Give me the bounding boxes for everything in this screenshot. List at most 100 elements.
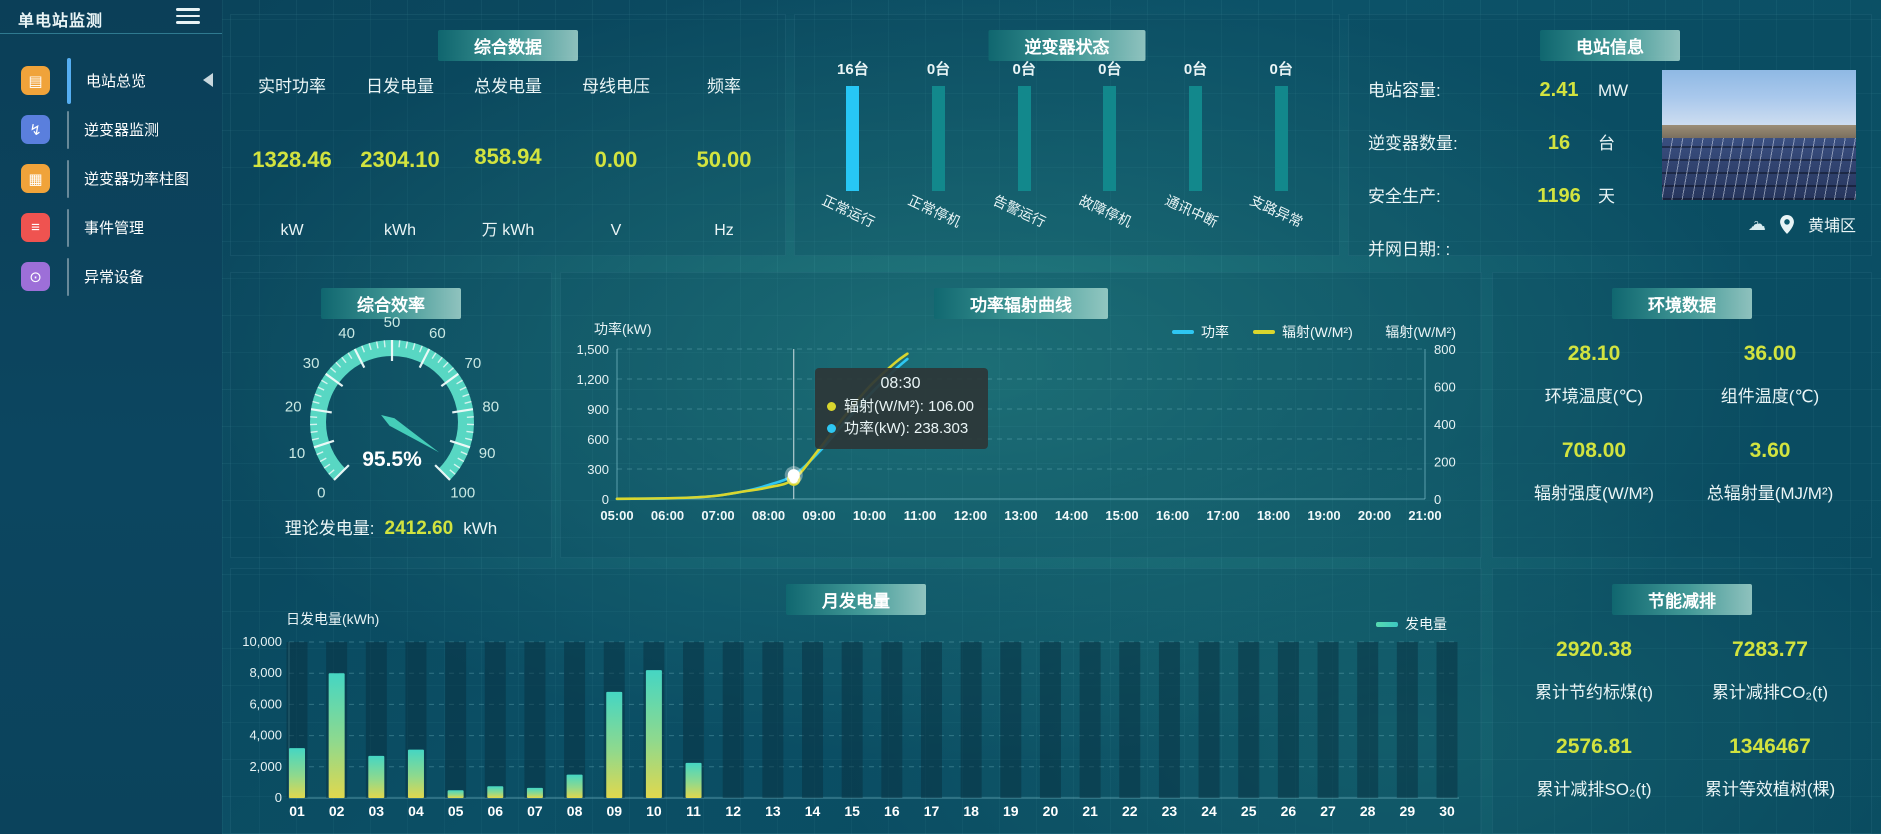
svg-text:90: 90 (479, 445, 496, 462)
svg-text:60: 60 (429, 325, 446, 342)
legend-swatch (1376, 621, 1398, 627)
station-row-label: 电站容量: (1368, 81, 1441, 100)
legend-swatch (1172, 330, 1194, 334)
efficiency-gauge-chart[interactable]: 0 10 20 30 40 50 60 70 80 90 100 95.5% (230, 272, 552, 558)
svg-text:28: 28 (1360, 803, 1376, 819)
monthly-legend: 发电量 (1376, 614, 1447, 634)
env-metric-ambient-temperature: 28.10 环境温度(℃) (1506, 328, 1682, 417)
legend-item-power[interactable]: 功率 (1172, 322, 1229, 342)
svg-text:50: 50 (384, 314, 401, 331)
svg-text:0: 0 (275, 790, 282, 805)
svg-text:21:00: 21:00 (1408, 508, 1441, 523)
sidebar-collapse-arrow[interactable] (203, 73, 213, 87)
svg-text:70: 70 (465, 355, 482, 372)
station-row-label: 逆变器数量: (1368, 134, 1458, 153)
abnormal-device-icon: ⊙ (21, 262, 50, 291)
metric-value: 1328.46 (252, 146, 332, 172)
panel-monthly-energy: 月发电量 0 2,000 4,000 6,000 8,000 10,000 日发电量(kWh… (230, 568, 1482, 834)
sidebar-item-station-overview[interactable]: ▤ 电站总览 (0, 56, 222, 105)
location-pin-icon (1780, 214, 1794, 234)
chart-tooltip: 08:30 辐射(W/M²): 106.00 功率(kW): 238.303 (815, 368, 989, 449)
panel-station-info: 电站信息 电站容量: 2.41 MW 逆变器数量: 16 台安全生产: 1196 天并网日期:… (1348, 14, 1872, 259)
weather-cloud-icon[interactable]: ☁? (1747, 214, 1766, 234)
inverter-state-bar (1189, 86, 1203, 191)
legend-name: 发电量 (1405, 616, 1447, 632)
sidebar-item-inverter-power-bars[interactable]: ▦ 逆变器功率柱图 (0, 154, 222, 203)
metric-unit: V (610, 222, 622, 239)
svg-text:06: 06 (487, 803, 503, 819)
legend-name: 功率 (1201, 324, 1229, 340)
svg-text:40: 40 (338, 325, 355, 342)
power-radiation-chart[interactable]: 0 300 600 900 1,200 1,500 0 200 400 600 800 05:00 06… (560, 272, 1482, 558)
env-metric-module-temperature: 36.00 组件温度(℃) (1682, 328, 1858, 417)
svg-text:18:00: 18:00 (1257, 508, 1290, 523)
svg-text:0: 0 (602, 492, 609, 507)
panel-title: 节能减排 (1612, 584, 1752, 615)
metric-value: 858.94 (474, 143, 542, 169)
svg-text:日发电量(kWh): 日发电量(kWh) (286, 611, 379, 627)
inverter-state-bar (932, 86, 945, 191)
metric-label: 总辐射量(MJ/M²) (1706, 484, 1834, 503)
inverter-state-normal-stop: 0台 正常停机 (896, 58, 982, 256)
svg-text:07: 07 (527, 803, 543, 819)
metric-label: 累计等效植树(棵) (1704, 780, 1836, 799)
svg-text:100: 100 (450, 485, 475, 502)
summary-metric-realtime-power: 实时功率 1328.46 kW (238, 72, 346, 240)
eco-metric-so2-reduced: 2576.81 累计减排SO₂(t) (1506, 721, 1682, 810)
sidebar-item-inverter-monitoring[interactable]: ↯ 逆变器监测 (0, 105, 222, 154)
inverter-state-alarm-running: 0台 告警运行 (981, 58, 1067, 256)
svg-text:20:00: 20:00 (1358, 508, 1391, 523)
app-title: 单电站监测 (18, 13, 104, 30)
inverter-state-label: 故障停机 (1076, 191, 1135, 231)
eco-metric-co2-reduced: 7283.77 累计减排CO₂(t) (1682, 624, 1858, 713)
svg-text:16: 16 (884, 803, 900, 819)
station-row-value: 16 (1547, 132, 1571, 154)
metric-value: 0.00 (594, 146, 638, 172)
svg-text:02: 02 (329, 803, 345, 819)
monthly-energy-chart[interactable]: 0 2,000 4,000 6,000 8,000 10,000 日发电量(kWh) 01 02… (230, 568, 1482, 834)
inverter-state-normal-running: 16台 正常运行 (810, 58, 896, 256)
summary-metric-frequency: 频率 50.00 Hz (670, 72, 778, 240)
theory-energy-unit: kWh (463, 519, 498, 538)
svg-text:2,000: 2,000 (249, 759, 282, 774)
svg-text:04: 04 (408, 803, 424, 819)
tooltip-series-value: 辐射(W/M²): 106.00 (844, 398, 975, 415)
svg-text:1,200: 1,200 (576, 372, 609, 387)
eco-metrics: 2920.38 累计节约标煤(t) 7283.77 累计减排CO₂(t) 2576.81… (1506, 624, 1858, 810)
tooltip-series-dot (827, 402, 836, 412)
station-row-unit: 天 (1598, 187, 1615, 206)
sidebar-item-abnormal-devices[interactable]: ⊙ 异常设备 (0, 252, 222, 301)
svg-text:10,000: 10,000 (242, 634, 282, 649)
station-photo (1662, 70, 1856, 200)
station-row-inverter-count: 逆变器数量: 16 台 (1368, 129, 1668, 182)
svg-text:26: 26 (1281, 803, 1297, 819)
inverter-status-chart[interactable]: 16台 正常运行 0台 正常停机 0台 告警运行 0台 故障停机 0台 通讯中断 0台 支路异常 (810, 58, 1324, 256)
inverter-count-label: 0台 (1269, 61, 1293, 78)
svg-text:19: 19 (1003, 803, 1019, 819)
station-row-value: 2.41 (1539, 79, 1579, 101)
curve-legend: 功率 辐射(W/M²) (1172, 322, 1353, 342)
inverter-count-label: 0台 (1183, 61, 1208, 78)
inverter-state-comm-interrupted: 0台 通讯中断 (1153, 58, 1239, 256)
svg-text:08: 08 (567, 803, 583, 819)
svg-text:07:00: 07:00 (701, 508, 734, 523)
svg-text:300: 300 (587, 462, 609, 477)
metric-label: 总发电量 (474, 77, 542, 96)
panel-title: 功率辐射曲线 (934, 288, 1108, 319)
metric-value: 2920.38 (1556, 638, 1632, 661)
svg-text:200: 200 (1434, 455, 1456, 470)
legend-item-radiation[interactable]: 辐射(W/M²) (1253, 322, 1353, 342)
legend-item-generation[interactable]: 发电量 (1376, 614, 1447, 634)
sidebar-item-event-management[interactable]: ≡ 事件管理 (0, 203, 222, 252)
station-row-station-capacity: 电站容量: 2.41 MW (1368, 76, 1668, 129)
sidebar: 单电站监测 ▤ 电站总览 ↯ 逆变器监测 ▦ 逆变器功率柱图 ≡ 事件管理 ⊙ 异常设备 (0, 0, 222, 834)
metric-value: 7283.77 (1732, 638, 1808, 661)
tooltip-row: 功率(kW): 238.303 (827, 418, 974, 440)
svg-text:12: 12 (725, 803, 741, 819)
metric-value: 36.00 (1743, 342, 1797, 365)
hamburger-menu-icon[interactable] (176, 8, 200, 26)
summary-metric-daily-energy: 日发电量 2304.10 kWh (346, 72, 454, 240)
event-icon: ≡ (21, 213, 50, 242)
inverter-count-label: 0台 (1012, 61, 1036, 78)
